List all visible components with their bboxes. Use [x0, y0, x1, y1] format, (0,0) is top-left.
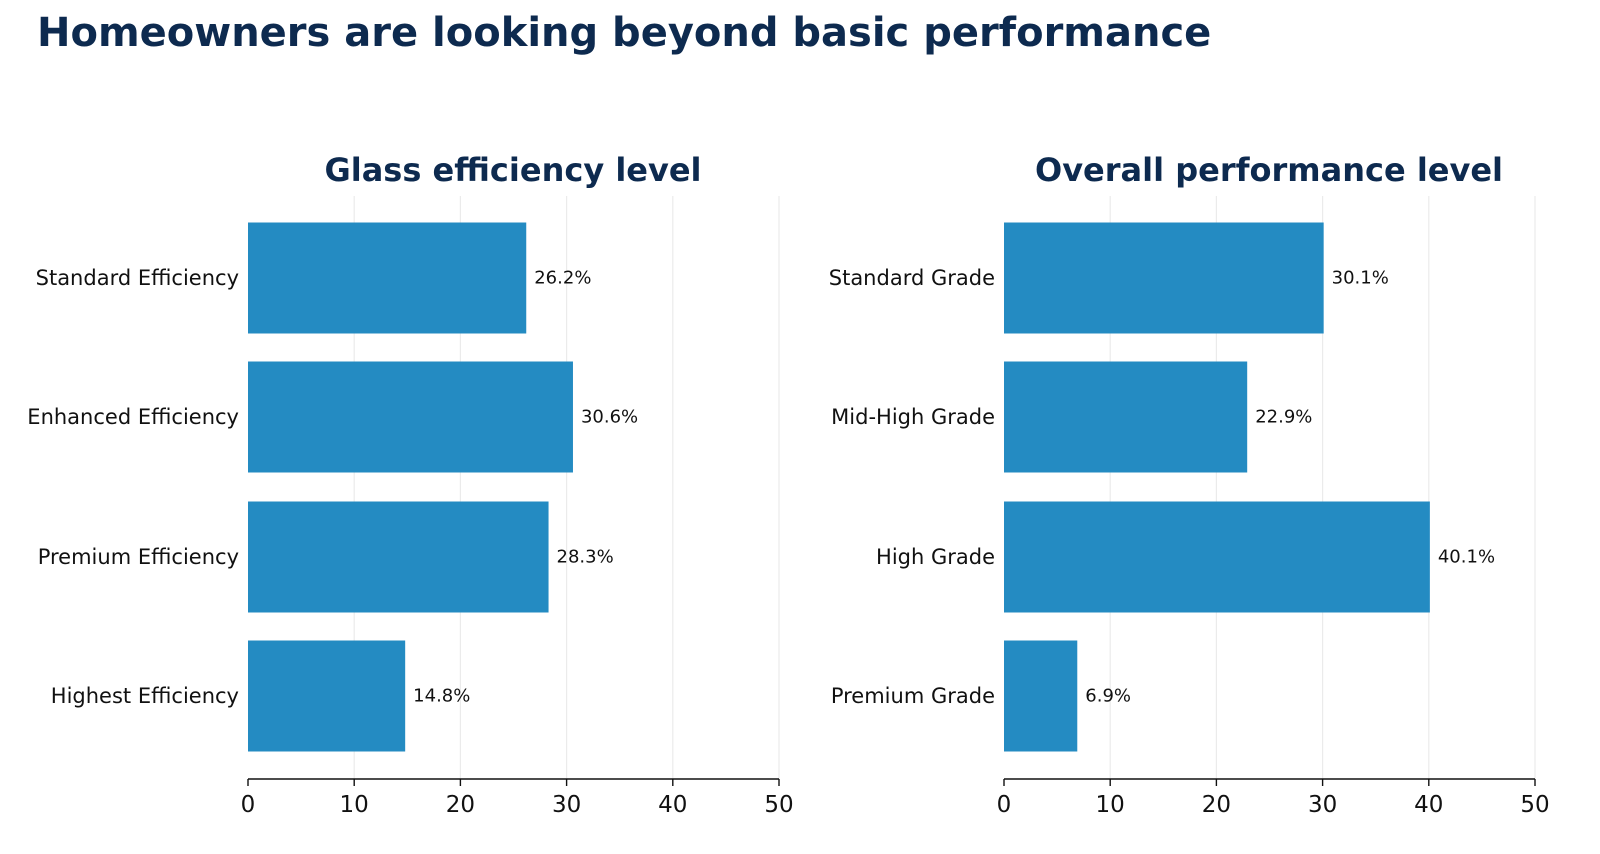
x-tick-label-30: 30	[1308, 792, 1337, 818]
category-label-enhanced-efficiency: Enhanced Efficiency	[27, 405, 239, 429]
x-tick-label-20: 20	[1202, 792, 1231, 818]
data-label-standard-grade: 30.1%	[1332, 268, 1389, 289]
data-label-highest-efficiency: 14.8%	[413, 686, 470, 707]
bar-highest-efficiency	[248, 640, 406, 752]
x-tick-label-30: 30	[552, 792, 581, 818]
category-label-high-grade: High Grade	[876, 545, 995, 569]
data-label-mid-high-grade: 22.9%	[1255, 407, 1312, 428]
chart-title: Glass efficiency level	[324, 151, 701, 189]
x-tick-label-10: 10	[340, 792, 369, 818]
bar-high-grade	[1004, 501, 1430, 613]
x-tick-label-40: 40	[658, 792, 687, 818]
bar-enhanced-efficiency	[248, 361, 573, 473]
category-label-premium-efficiency: Premium Efficiency	[38, 545, 239, 569]
x-tick-label-0: 0	[241, 792, 256, 818]
bar-standard-efficiency	[248, 222, 527, 334]
x-tick-label-0: 0	[997, 792, 1012, 818]
x-tick-label-40: 40	[1414, 792, 1443, 818]
data-label-premium-grade: 6.9%	[1085, 686, 1131, 707]
glass-efficiency-chart: Glass efficiency level 26.2% Standard Effi…	[27, 151, 793, 818]
bar-standard-grade	[1004, 222, 1324, 334]
data-label-high-grade: 40.1%	[1438, 547, 1495, 568]
data-label-premium-efficiency: 28.3%	[557, 547, 614, 568]
bar-premium-efficiency	[248, 501, 549, 613]
x-tick-label-20: 20	[446, 792, 475, 818]
page-title: Homeowners are looking beyond basic perf…	[37, 10, 1212, 56]
overall-performance-chart: Overall performance level 30.1% Standard G…	[829, 151, 1550, 818]
data-label-standard-efficiency: 26.2%	[534, 268, 591, 289]
bar-mid-high-grade	[1004, 361, 1248, 473]
data-label-enhanced-efficiency: 30.6%	[581, 407, 638, 428]
x-tick-label-10: 10	[1096, 792, 1125, 818]
category-label-premium-grade: Premium Grade	[831, 684, 995, 708]
bar-premium-grade	[1004, 640, 1078, 752]
category-label-mid-high-grade: Mid-High Grade	[831, 405, 995, 429]
category-label-standard-efficiency: Standard Efficiency	[36, 266, 239, 290]
chart-title: Overall performance level	[1035, 151, 1503, 189]
x-tick-label-50: 50	[764, 792, 793, 818]
category-label-highest-efficiency: Highest Efficiency	[51, 684, 239, 708]
x-tick-label-50: 50	[1520, 792, 1549, 818]
category-label-standard-grade: Standard Grade	[829, 266, 995, 290]
